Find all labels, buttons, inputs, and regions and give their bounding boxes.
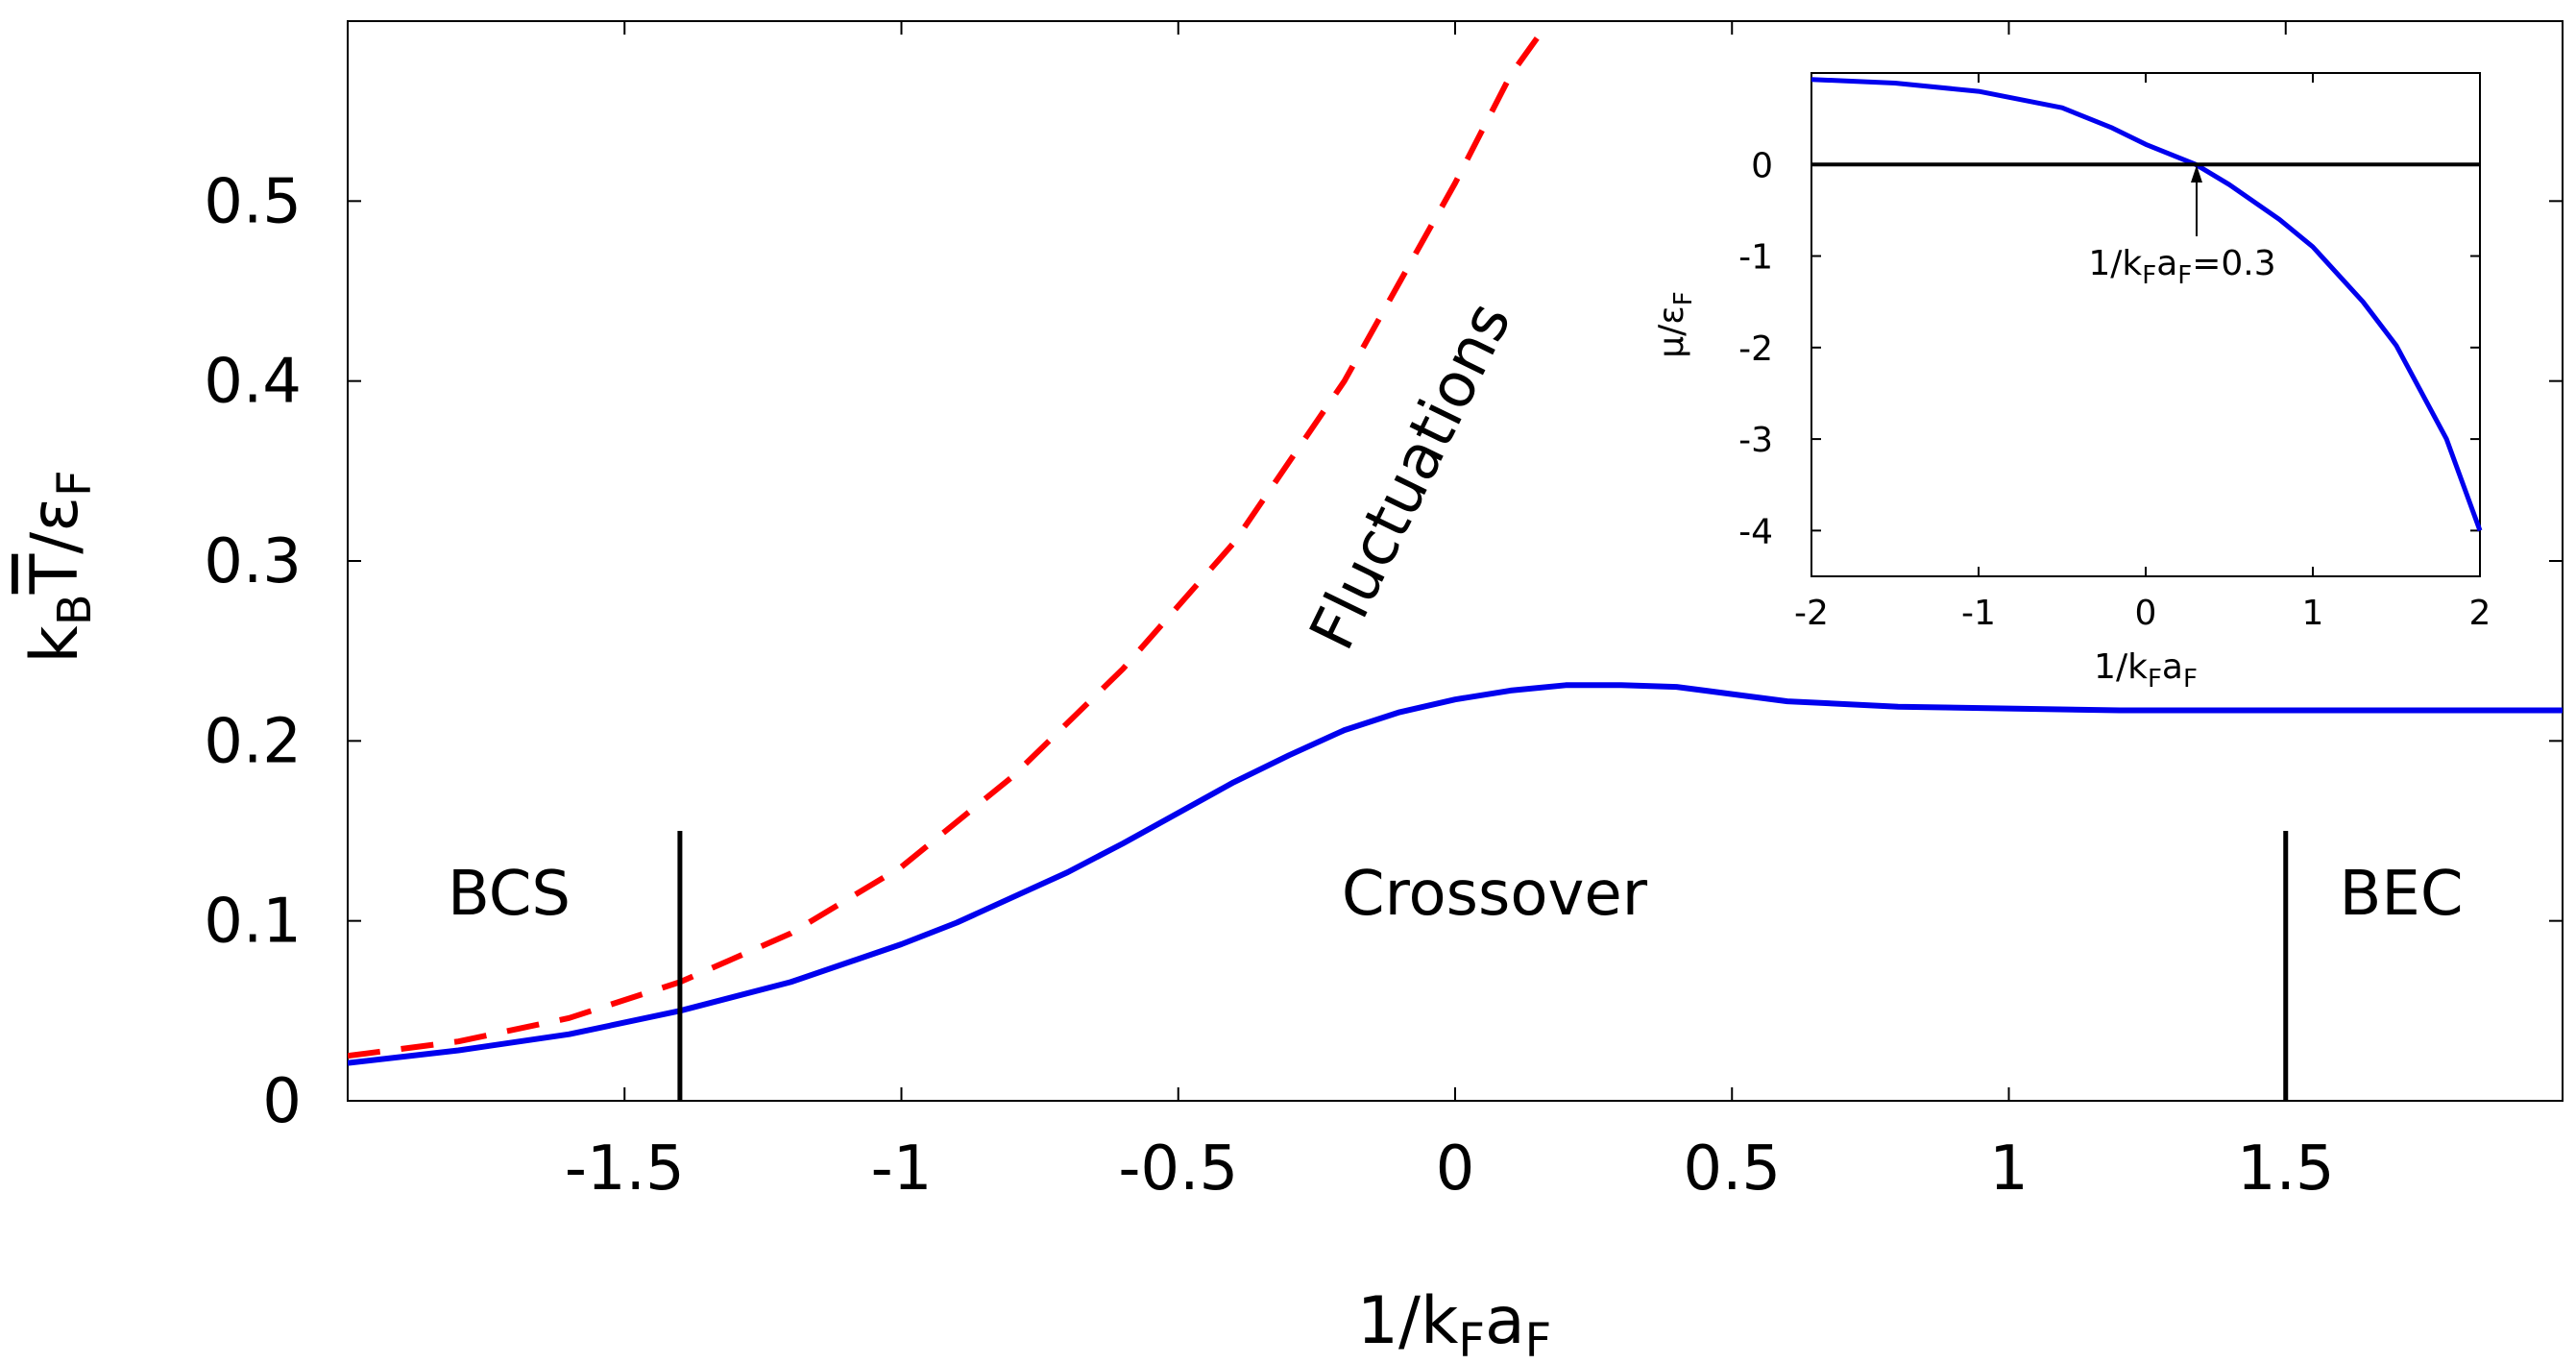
inset-x-tick-label: 1 — [2302, 594, 2324, 633]
bec-label: BEC — [2339, 859, 2463, 930]
bcs-label: BCS — [448, 859, 571, 930]
x-tick-label: -1 — [871, 1133, 933, 1205]
inset-series — [1810, 77, 2483, 532]
y-axis-title: kBT/εF — [17, 470, 102, 663]
chemical-potential-curve — [1810, 77, 2483, 532]
inset-x-tick-label: 0 — [2135, 594, 2157, 633]
inset-y-tick-label: -3 — [1738, 421, 1773, 460]
y-tick-label: 0.5 — [204, 166, 302, 237]
critical-temperature-curve — [348, 682, 2563, 1066]
inset-x-tick-label: 2 — [2469, 594, 2491, 633]
inset-y-tick-label: -4 — [1738, 512, 1773, 551]
crossover-label: Crossover — [1342, 859, 1648, 930]
annotation-label: 1/kFaF=0.3 — [2088, 244, 2275, 290]
main-dividers — [677, 831, 2289, 1101]
main-series — [348, 21, 2563, 1066]
x-tick-label: -0.5 — [1118, 1133, 1238, 1205]
x-tick-label: 1 — [1989, 1133, 2029, 1205]
inset-y-tick-label: -1 — [1738, 238, 1773, 278]
y-tick-label: 0.4 — [204, 347, 302, 418]
y-tick-label: 0.1 — [204, 887, 302, 958]
x-tick-label: 1.5 — [2237, 1133, 2335, 1205]
x-tick-label: 0 — [1436, 1133, 1475, 1205]
y-tick-label: 0.2 — [204, 706, 302, 777]
x-axis-title: 1/kFaF — [1357, 1283, 1551, 1364]
x-tick-label: 0.5 — [1683, 1133, 1781, 1205]
y-tick-label: 0 — [262, 1066, 302, 1137]
inset-x-tick-label: -1 — [1961, 594, 1996, 633]
x-tick-label: -1.5 — [565, 1133, 685, 1205]
inset-x-tick-label: -2 — [1794, 594, 1829, 633]
annotation-arrow-head — [2191, 165, 2202, 183]
inset-y-tick-label: -2 — [1738, 329, 1773, 369]
inset-x-axis-title: 1/kFaF — [2094, 647, 2198, 694]
main-ticks: -1.5 -1 -0.5 0 0.5 1 1.5 0 0.1 0.2 0.3 0.4 0.5 — [204, 21, 2563, 1205]
inset-y-tick-label: 0 — [1751, 146, 1773, 185]
fluctuations-label: Fluctuations — [1297, 292, 1525, 661]
fluctuations-curve — [348, 21, 1552, 1060]
y-tick-label: 0.3 — [204, 526, 302, 597]
inset-annotation: 1/kFaF=0.3 — [2088, 165, 2276, 290]
inset-y-axis-title: μ/εF — [1652, 291, 1698, 357]
inset-ticks: -2 -1 0 1 2 0 -1 -2 -3 -4 — [1738, 73, 2491, 633]
